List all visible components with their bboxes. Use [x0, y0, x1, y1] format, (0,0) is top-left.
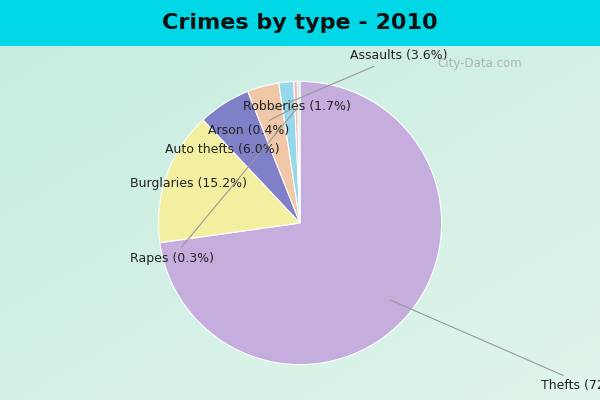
- Wedge shape: [279, 82, 300, 223]
- Text: City-Data.com: City-Data.com: [437, 58, 523, 70]
- Text: Burglaries (15.2%): Burglaries (15.2%): [130, 177, 247, 190]
- Text: Rapes (0.3%): Rapes (0.3%): [130, 109, 296, 265]
- Wedge shape: [298, 81, 300, 223]
- Text: Thefts (72.7%): Thefts (72.7%): [391, 300, 600, 392]
- Text: Crimes by type - 2010: Crimes by type - 2010: [162, 13, 438, 33]
- Text: Arson (0.4%): Arson (0.4%): [208, 108, 293, 138]
- Wedge shape: [160, 81, 442, 364]
- Text: Auto thefts (6.0%): Auto thefts (6.0%): [166, 128, 280, 156]
- Text: Assaults (3.6%): Assaults (3.6%): [272, 50, 447, 110]
- Wedge shape: [203, 91, 300, 223]
- Wedge shape: [158, 120, 300, 243]
- Wedge shape: [248, 83, 300, 223]
- Text: Robberies (1.7%): Robberies (1.7%): [244, 100, 351, 113]
- Wedge shape: [294, 82, 300, 223]
